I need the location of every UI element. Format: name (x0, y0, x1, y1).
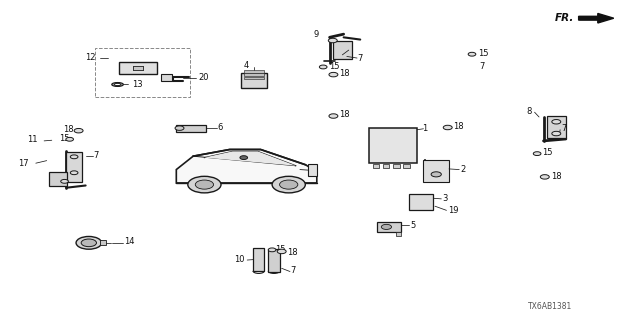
Bar (133, 66, 143, 70)
Text: 7: 7 (479, 62, 485, 71)
Circle shape (188, 176, 221, 193)
Text: 17: 17 (18, 159, 29, 168)
Bar (133, 66, 143, 70)
Text: 18: 18 (551, 172, 562, 181)
Text: 15: 15 (60, 134, 70, 143)
Text: 15: 15 (329, 61, 339, 70)
Circle shape (76, 236, 102, 249)
Bar (244, 70, 264, 73)
Circle shape (329, 114, 338, 118)
Text: 12: 12 (84, 53, 95, 62)
Circle shape (175, 126, 184, 130)
Bar (133, 66, 143, 70)
Circle shape (329, 72, 338, 77)
Circle shape (533, 152, 541, 156)
Circle shape (268, 248, 276, 252)
Bar (268, 249, 280, 271)
Circle shape (540, 175, 549, 179)
Circle shape (66, 137, 74, 141)
Circle shape (70, 171, 78, 175)
Bar (119, 61, 157, 74)
Text: 2: 2 (461, 165, 466, 174)
Text: 18: 18 (339, 69, 350, 78)
Bar (372, 164, 379, 168)
Circle shape (552, 120, 561, 124)
Text: 15: 15 (275, 245, 286, 254)
Circle shape (81, 239, 97, 247)
Text: 4: 4 (243, 61, 248, 70)
Circle shape (468, 52, 476, 56)
Bar (424, 160, 449, 182)
Text: 15: 15 (542, 148, 553, 157)
Circle shape (277, 249, 286, 254)
Circle shape (272, 176, 305, 193)
Bar (175, 124, 206, 132)
Circle shape (328, 38, 337, 43)
Text: FR.: FR. (555, 13, 574, 23)
Text: 11: 11 (28, 135, 38, 144)
Bar (95, 48, 189, 97)
Text: 13: 13 (132, 80, 142, 89)
Text: 7: 7 (93, 151, 99, 160)
Circle shape (195, 180, 214, 189)
Ellipse shape (112, 83, 124, 86)
Circle shape (74, 128, 83, 133)
Circle shape (240, 156, 248, 160)
Ellipse shape (114, 84, 121, 86)
Bar (49, 172, 67, 186)
Text: 8: 8 (527, 107, 532, 116)
Text: 19: 19 (448, 206, 458, 215)
Text: 7: 7 (561, 124, 567, 133)
Text: 7: 7 (357, 54, 362, 63)
Bar (308, 164, 317, 176)
Circle shape (431, 172, 442, 177)
Circle shape (280, 180, 298, 189)
Bar (377, 222, 401, 232)
Bar (253, 248, 264, 271)
Text: 3: 3 (443, 194, 448, 204)
Text: 16: 16 (81, 237, 91, 246)
Text: 9: 9 (314, 30, 319, 39)
Text: 18: 18 (339, 110, 350, 119)
Bar (403, 164, 410, 168)
Circle shape (319, 65, 327, 69)
Bar (66, 152, 82, 182)
Circle shape (381, 224, 392, 229)
Text: 5: 5 (411, 221, 416, 230)
Circle shape (444, 125, 452, 130)
Text: 14: 14 (124, 237, 134, 246)
Text: 20: 20 (198, 73, 209, 82)
Text: 18: 18 (453, 122, 463, 131)
Bar (396, 232, 401, 236)
Bar (383, 164, 389, 168)
Text: 1: 1 (422, 124, 428, 132)
Text: 6: 6 (218, 123, 223, 132)
Text: 18: 18 (63, 125, 74, 134)
Bar (244, 77, 264, 79)
Text: TX6AB1381: TX6AB1381 (527, 302, 572, 311)
Bar (244, 74, 264, 76)
Bar (369, 128, 417, 163)
Bar (409, 194, 433, 210)
PathPatch shape (176, 149, 317, 183)
Circle shape (552, 131, 561, 136)
Bar (100, 240, 106, 245)
Text: 18: 18 (287, 248, 298, 257)
Text: 7: 7 (290, 266, 296, 276)
FancyArrow shape (579, 13, 614, 23)
Circle shape (70, 155, 78, 159)
Bar (333, 41, 352, 59)
Bar (393, 164, 399, 168)
PathPatch shape (204, 151, 296, 166)
Text: 10: 10 (234, 255, 244, 264)
Bar (161, 74, 173, 81)
Text: 15: 15 (478, 49, 489, 58)
Bar (547, 116, 566, 138)
Bar (241, 73, 267, 88)
Circle shape (61, 180, 68, 183)
